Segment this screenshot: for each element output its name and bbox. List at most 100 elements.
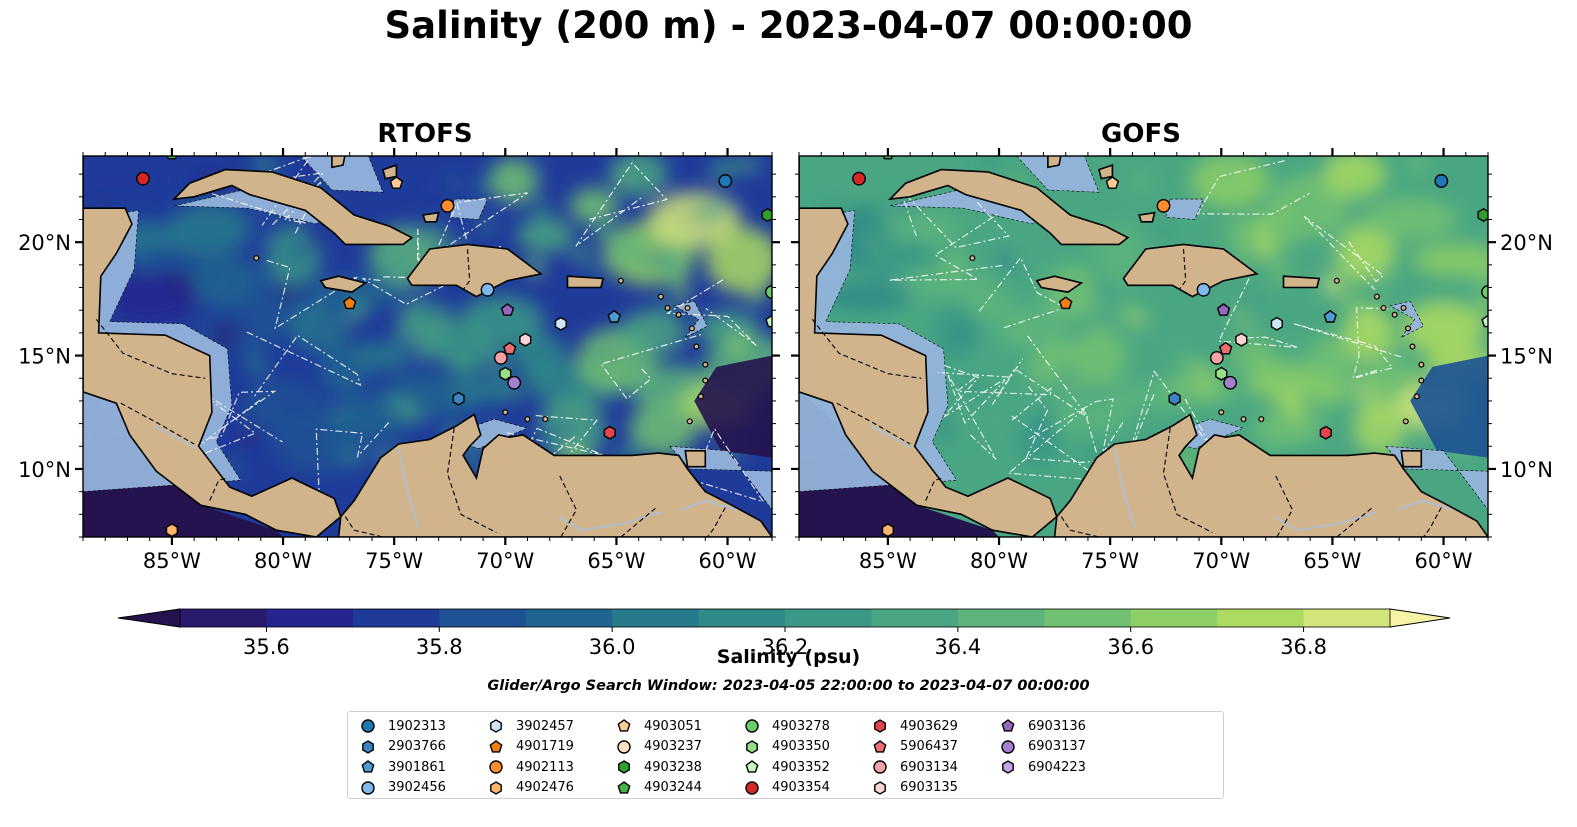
legend-column: 4903278 4903350 4903352 4903354 — [744, 716, 830, 798]
circle-marker-icon — [617, 740, 631, 754]
legend-marker-6903135 — [874, 780, 886, 795]
legend-marker-4903350 — [746, 739, 758, 754]
colorbar-segment — [698, 609, 786, 627]
hexagon-marker-icon — [874, 719, 886, 734]
pentagon-marker-icon — [617, 719, 631, 732]
lat-tick-label-right: 10°N — [1500, 458, 1553, 482]
legend-column: 6903136 6903137 6904223 — [1000, 716, 1086, 778]
legend-item: 4901719 — [488, 737, 574, 758]
legend-item: 4903350 — [744, 737, 830, 758]
colorbar-tick-label: 36.2 — [762, 635, 809, 659]
float-marker-4903238 — [761, 207, 772, 223]
float-marker-4902113 — [440, 198, 455, 213]
hexagon-marker-icon — [490, 719, 502, 734]
pentagon-marker-icon — [617, 780, 631, 794]
float-marker-3902456 — [1196, 282, 1211, 297]
legend-item-label: 6903134 — [900, 759, 958, 775]
circle-marker-icon — [1001, 740, 1015, 754]
hexagon-marker-icon — [618, 760, 630, 775]
legend-item: 5906437 — [872, 737, 958, 758]
float-marker-1902313 — [1434, 174, 1449, 188]
float-marker-6903135 — [1235, 332, 1248, 347]
legend-marker-5906437 — [873, 739, 887, 753]
pentagon-marker-icon — [1001, 719, 1015, 732]
legend-item: 4902476 — [488, 778, 574, 799]
legend-item: 4903352 — [744, 757, 830, 778]
legend-column: 1902313 2903766 3901861 3902456 — [360, 716, 446, 798]
float-marker-4903278 — [765, 285, 772, 299]
colorbar-segment — [1044, 609, 1132, 627]
lon-tick-label: 65°W — [587, 549, 645, 573]
lon-tick-label: 60°W — [1415, 549, 1473, 573]
lon-tick-label: 75°W — [365, 549, 423, 573]
float-marker-1902313 — [718, 174, 733, 188]
legend-item: 6903136 — [1000, 716, 1086, 737]
legend-item-label: 4902113 — [516, 759, 574, 775]
lat-tick-label-left: 10°N — [18, 458, 71, 482]
float-marker-4903354 — [136, 171, 150, 186]
legend-marker-6904223 — [1002, 760, 1014, 775]
colorbar-segment — [957, 609, 1045, 627]
salinity-field-map — [83, 156, 772, 537]
lon-tick-label: 80°W — [254, 549, 312, 573]
colorbar-segment — [525, 609, 613, 627]
float-marker-4902476 — [165, 523, 179, 537]
legend-item-label: 4903244 — [644, 780, 702, 796]
colorbar-tick-label: 36.6 — [1107, 635, 1154, 659]
legend-item-label: 6903136 — [1028, 718, 1086, 734]
figure-title: Salinity (200 m) - 2023-04-07 00:00:00 — [384, 4, 1193, 47]
legend-item-label: 4903278 — [772, 718, 830, 734]
legend-item: 4903238 — [616, 757, 702, 778]
float-marker-4903354 — [852, 171, 866, 186]
lat-tick-label-right: 15°N — [1500, 345, 1553, 369]
legend-marker-4903244 — [617, 780, 631, 794]
legend-item: 4903237 — [616, 737, 702, 758]
legend-item-label: 4903350 — [772, 739, 830, 755]
float-legend: 1902313 2903766 3901861 3902456 3902457 49017… — [347, 711, 1224, 799]
hexagon-marker-icon — [362, 739, 374, 754]
legend-item-label: 4903238 — [644, 759, 702, 775]
legend-item: 4902113 — [488, 757, 574, 778]
pentagon-marker-icon — [745, 760, 759, 773]
gofs-map-panel — [799, 156, 1488, 537]
lon-tick-label: 65°W — [1303, 549, 1361, 573]
legend-item-label: 4903352 — [772, 759, 830, 775]
salinity-colorbar: 35.6 35.8 36.0 36.2 36.4 36.6 36.8 — [117, 608, 1451, 659]
lat-tick-label-left: 20°N — [18, 231, 71, 255]
float-marker-3902456 — [480, 282, 495, 297]
lon-tick-label: 85°W — [859, 549, 917, 573]
lon-tick-label: 75°W — [1081, 549, 1139, 573]
search-window-text: Glider/Argo Search Window: 2023-04-05 22… — [487, 678, 1090, 694]
pentagon-marker-icon — [489, 739, 503, 753]
legend-item-label: 3902457 — [516, 718, 574, 734]
colorbar-label: Salinity (psu) — [716, 646, 861, 668]
colorbar-tick-label: 36.4 — [934, 635, 981, 659]
colorbar-segment — [1217, 609, 1305, 627]
lon-tick-label: 85°W — [143, 549, 201, 573]
float-marker-3902457 — [554, 316, 567, 331]
pentagon-marker-icon — [361, 760, 375, 773]
legend-item: 3902457 — [488, 716, 574, 737]
float-marker-6903134 — [1209, 350, 1224, 365]
float-marker-6903135 — [519, 332, 532, 347]
float-marker-4902113 — [1156, 198, 1171, 213]
colorbar-segment — [785, 609, 872, 627]
legend-marker-6903136 — [1001, 719, 1015, 732]
float-marker-4903238 — [1477, 207, 1488, 223]
legend-item: 4903354 — [744, 778, 830, 799]
colorbar-tick-label: 35.8 — [416, 635, 463, 659]
lon-tick-label: 70°W — [476, 549, 534, 573]
legend-marker-4903278 — [745, 719, 759, 733]
colorbar-segment — [1130, 609, 1218, 627]
panel-title-gofs: GOFS — [1101, 119, 1181, 149]
legend-marker-4903629 — [874, 719, 886, 734]
legend-marker-2903766 — [362, 739, 374, 754]
legend-item-label: 4903354 — [772, 780, 830, 796]
legend-item: 3902456 — [360, 778, 446, 799]
circle-marker-icon — [745, 781, 759, 795]
legend-marker-4902113 — [489, 760, 503, 774]
legend-item-label: 6903137 — [1028, 739, 1086, 755]
lon-tick-label: 60°W — [699, 549, 757, 573]
colorbar-extend-high — [1389, 608, 1451, 628]
float-marker-2903766 — [452, 391, 465, 406]
